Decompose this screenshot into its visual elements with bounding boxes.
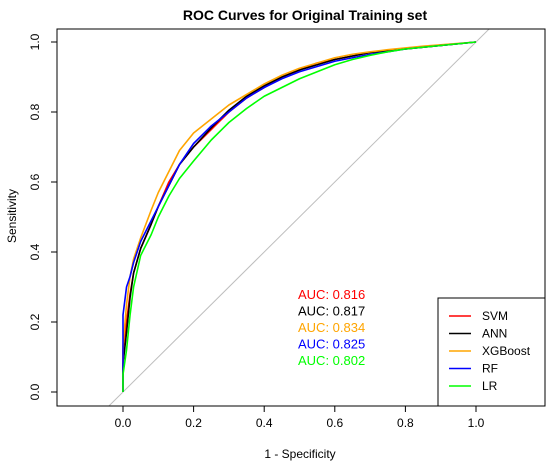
legend-label-xgboost: XGBoost bbox=[482, 344, 531, 358]
legend-label-svm: SVM bbox=[482, 309, 508, 323]
legend: SVM ANN XGBoost RF LR bbox=[437, 297, 546, 407]
x-tick-label: 0.2 bbox=[185, 416, 202, 430]
series-line-xgboost bbox=[122, 41, 477, 392]
y-tick-label: 0.2 bbox=[28, 313, 42, 330]
auc-label-svm: AUC: 0.816 bbox=[298, 287, 365, 302]
y-tick-label: 0.8 bbox=[28, 103, 42, 120]
y-tick-label: 0.4 bbox=[28, 243, 42, 260]
legend-label-ann: ANN bbox=[482, 327, 507, 341]
series-line-lr bbox=[122, 41, 477, 392]
y-tick-label: 0.0 bbox=[28, 383, 42, 400]
plot-area: 0.0 0.2 0.4 0.6 0.8 1.0 0.0 0.2 0.4 0.6 0.8 1.0 AUC:… bbox=[28, 28, 546, 430]
x-tick-label: 0.0 bbox=[115, 416, 132, 430]
x-tick-label: 1.0 bbox=[468, 416, 485, 430]
x-axis-label: 1 - Specificity bbox=[264, 447, 335, 461]
legend-label-rf: RF bbox=[482, 362, 498, 376]
reference-diagonal bbox=[108, 29, 490, 406]
auc-label-ann: AUC: 0.817 bbox=[298, 304, 365, 319]
auc-label-lr: AUC: 0.802 bbox=[298, 353, 365, 368]
y-tick-label: 1.0 bbox=[28, 33, 42, 50]
x-tick-label: 0.4 bbox=[256, 416, 273, 430]
auc-label-rf: AUC: 0.825 bbox=[298, 337, 365, 352]
plot-frame bbox=[56, 28, 546, 407]
x-tick-label: 0.8 bbox=[397, 416, 414, 430]
x-tick-label: 0.6 bbox=[326, 416, 343, 430]
chart-title: ROC Curves for Original Training set bbox=[183, 7, 428, 23]
y-tick-label: 0.6 bbox=[28, 173, 42, 190]
legend-label-lr: LR bbox=[482, 379, 498, 393]
y-axis-label: Sensitivity bbox=[5, 189, 19, 243]
auc-label-xgboost: AUC: 0.834 bbox=[298, 320, 365, 335]
